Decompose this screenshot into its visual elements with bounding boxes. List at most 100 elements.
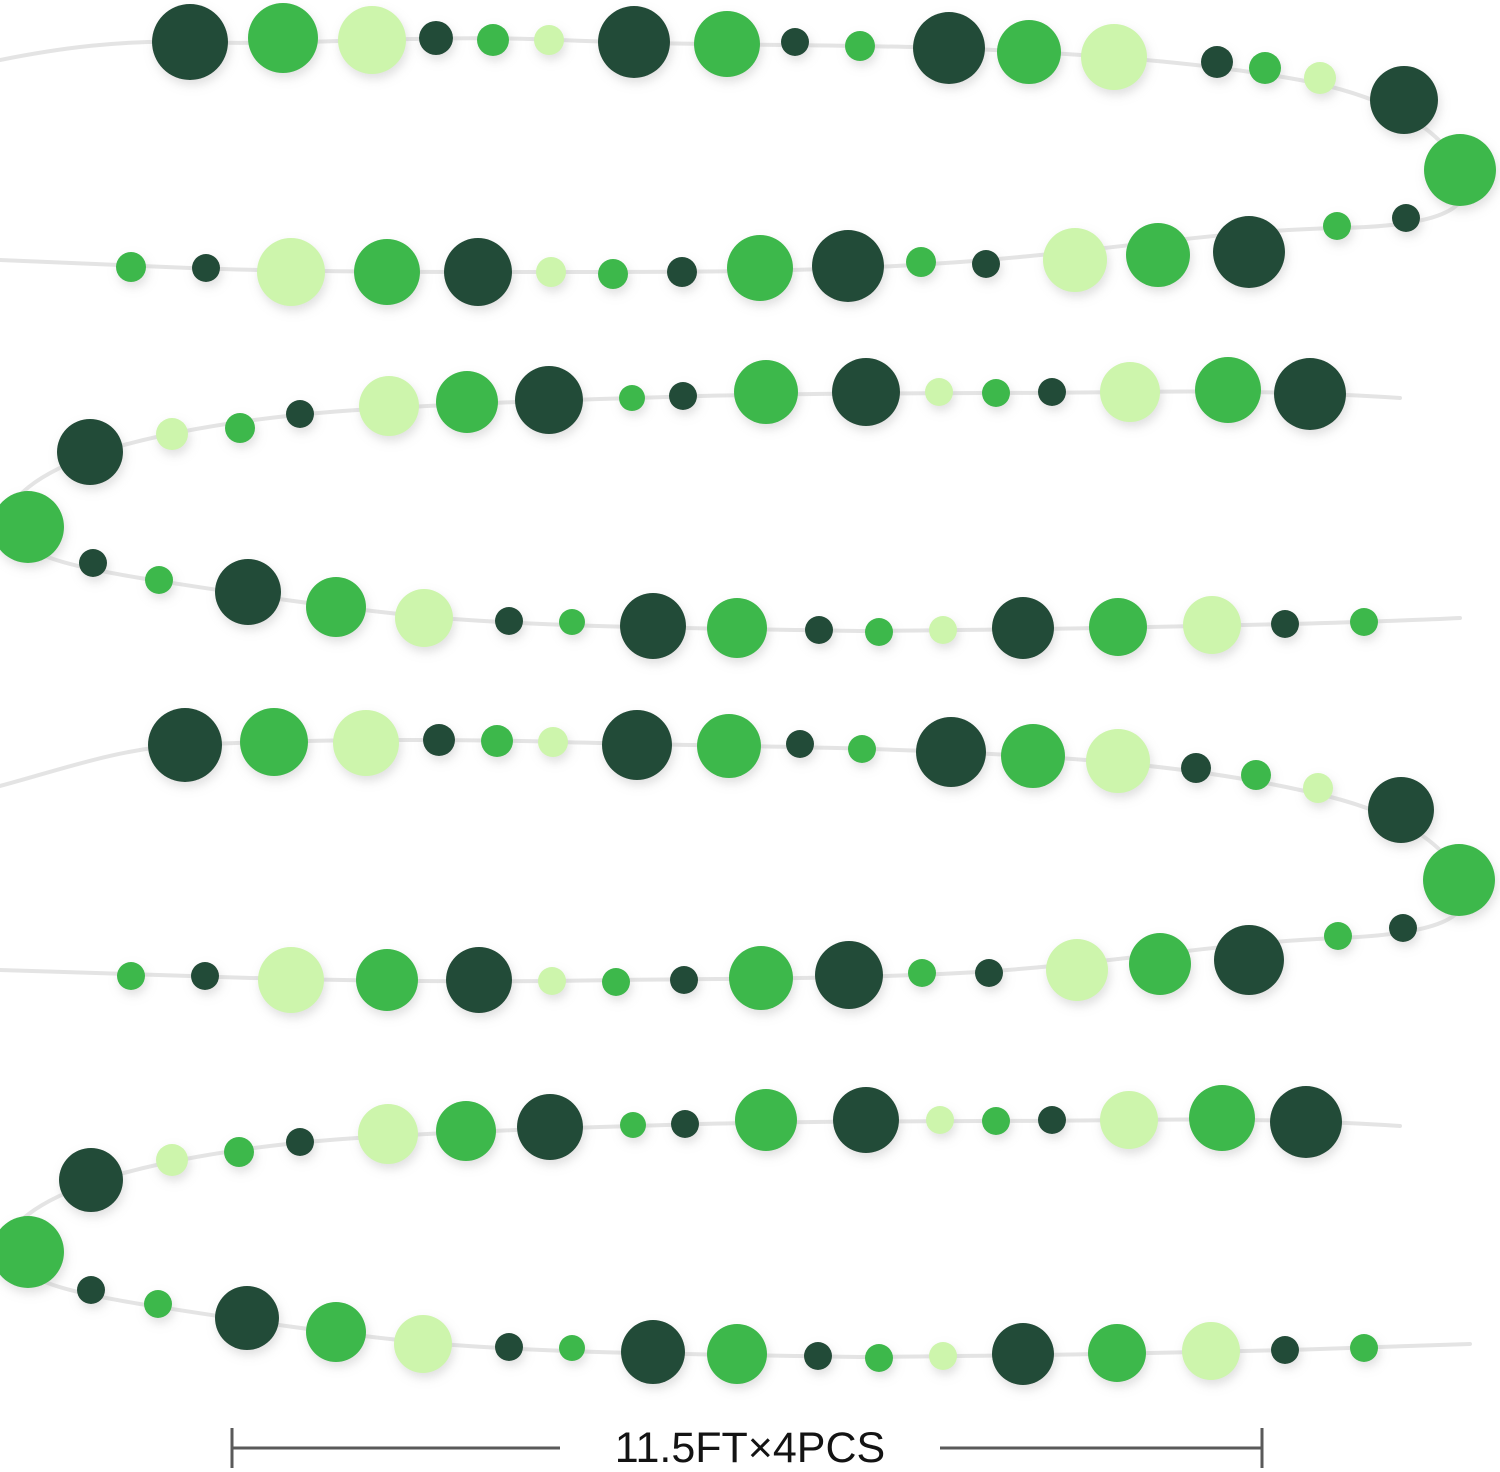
garland-dot-medium-green: [707, 1324, 767, 1384]
garland-dot-light-green: [394, 1315, 452, 1373]
garland-dot-medium-green: [1249, 52, 1281, 84]
garland-dot-dark-green: [667, 257, 697, 287]
garland-dot-medium-green: [735, 1089, 797, 1151]
garland-dot-dark-green: [670, 966, 698, 994]
strand-row-5: [148, 708, 1495, 950]
strand-row-1: [152, 3, 1496, 292]
garland-dot-light-green: [536, 257, 566, 287]
garland-dot-medium-green: [729, 946, 793, 1010]
garland-dot-dark-green: [1214, 925, 1284, 995]
garland-dot-dark-green: [1389, 914, 1417, 942]
garland-dot-dark-green: [1270, 1086, 1342, 1158]
garland-dot-medium-green: [240, 708, 308, 776]
garland-dot-medium-green: [620, 1112, 646, 1138]
garland-dot-dark-green: [1368, 777, 1434, 843]
garland-dot-medium-green: [225, 413, 255, 443]
garland-dot-light-green: [359, 376, 419, 436]
garland-dot-dark-green: [1274, 358, 1346, 430]
garland-dot-light-green: [1046, 939, 1108, 1001]
garland-dot-dark-green: [815, 941, 883, 1009]
garland-dot-medium-green: [1350, 608, 1378, 636]
garland-dot-light-green: [395, 589, 453, 647]
strand-row-7: [0, 1085, 1342, 1318]
garland-dot-dark-green: [812, 230, 884, 302]
garland-dot-medium-green: [694, 11, 760, 77]
garland-dot-dark-green: [602, 710, 672, 780]
strand-row-6: [117, 925, 1284, 1013]
garland-dot-light-green: [258, 947, 324, 1013]
garland-dot-dark-green: [786, 730, 814, 758]
garland-dot-medium-green: [1001, 724, 1065, 788]
garland-dot-dark-green: [1201, 46, 1233, 78]
garland-dot-medium-green: [848, 735, 876, 763]
garland-dot-medium-green: [908, 959, 936, 987]
garland-dot-medium-green: [144, 1290, 172, 1318]
garland-dot-medium-green: [477, 24, 509, 56]
garland-dot-medium-green: [997, 20, 1061, 84]
garland-dot-light-green: [358, 1104, 418, 1164]
garland-dot-medium-green: [559, 1335, 585, 1361]
garland-dot-dark-green: [621, 1320, 685, 1384]
garland-dot-light-green: [929, 1342, 957, 1370]
garland-dot-dark-green: [495, 1333, 523, 1361]
strand-row-8: [215, 1286, 1378, 1385]
garland-dot-dark-green: [1213, 216, 1285, 288]
garland-dot-medium-green: [598, 259, 628, 289]
garland-dot-light-green: [538, 967, 566, 995]
garland-dot-medium-green: [1323, 212, 1351, 240]
garland-dot-medium-green: [306, 577, 366, 637]
garland-dot-light-green: [333, 710, 399, 776]
garland-dot-dark-green: [423, 724, 455, 756]
garland-dot-light-green: [1182, 1322, 1240, 1380]
garland-dot-light-green: [156, 1144, 188, 1176]
garland-dot-dark-green: [215, 559, 281, 625]
garland-dot-dark-green: [77, 1276, 105, 1304]
garland-dot-medium-green: [727, 235, 793, 301]
garland-dots: [0, 3, 1496, 1385]
garland-dot-medium-green: [1423, 844, 1495, 916]
garland-dot-light-green: [534, 25, 564, 55]
garland-dot-light-green: [1100, 1091, 1158, 1149]
garland-dot-medium-green: [734, 360, 798, 424]
garland-dot-medium-green: [707, 598, 767, 658]
garland-dot-medium-green: [1088, 1324, 1146, 1382]
garland-dot-medium-green: [436, 371, 498, 433]
garland-dot-light-green: [1303, 773, 1333, 803]
garland-dot-light-green: [1304, 62, 1336, 94]
garland-dot-light-green: [929, 616, 957, 644]
garland-dot-dark-green: [419, 21, 453, 55]
garland-dot-medium-green: [1350, 1334, 1378, 1362]
strand-row-3: [0, 357, 1346, 594]
garland-dot-dark-green: [152, 4, 228, 80]
garland-dot-light-green: [925, 378, 953, 406]
garland-dot-dark-green: [1271, 610, 1299, 638]
garland-dot-medium-green: [1126, 223, 1190, 287]
garland-dot-dark-green: [215, 1286, 279, 1350]
garland-dot-medium-green: [697, 714, 761, 778]
garland-dot-medium-green: [1189, 1085, 1255, 1151]
garland-dot-light-green: [156, 418, 188, 450]
garland-dot-medium-green: [559, 609, 585, 635]
garland-dot-light-green: [338, 6, 406, 74]
garland-dot-dark-green: [1392, 204, 1420, 232]
garland-dot-dark-green: [148, 708, 222, 782]
garland-dot-dark-green: [191, 962, 219, 990]
garland-dot-medium-green: [481, 725, 513, 757]
garland-dot-dark-green: [192, 254, 220, 282]
garland-dot-dark-green: [804, 1342, 832, 1370]
garland-dot-light-green: [538, 727, 568, 757]
garland-dot-medium-green: [116, 252, 146, 282]
garland-dot-dark-green: [79, 549, 107, 577]
garland-dot-dark-green: [671, 1110, 699, 1138]
garland-dot-medium-green: [117, 962, 145, 990]
garland-dot-dark-green: [286, 1128, 314, 1156]
garland-dot-medium-green: [436, 1101, 496, 1161]
strand-row-2: [116, 230, 884, 306]
garland-dot-medium-green: [145, 566, 173, 594]
garland-dot-dark-green: [59, 1148, 123, 1212]
garland-dot-medium-green: [982, 1107, 1010, 1135]
garland-dot-medium-green: [1241, 760, 1271, 790]
garland-dot-dark-green: [1370, 66, 1438, 134]
